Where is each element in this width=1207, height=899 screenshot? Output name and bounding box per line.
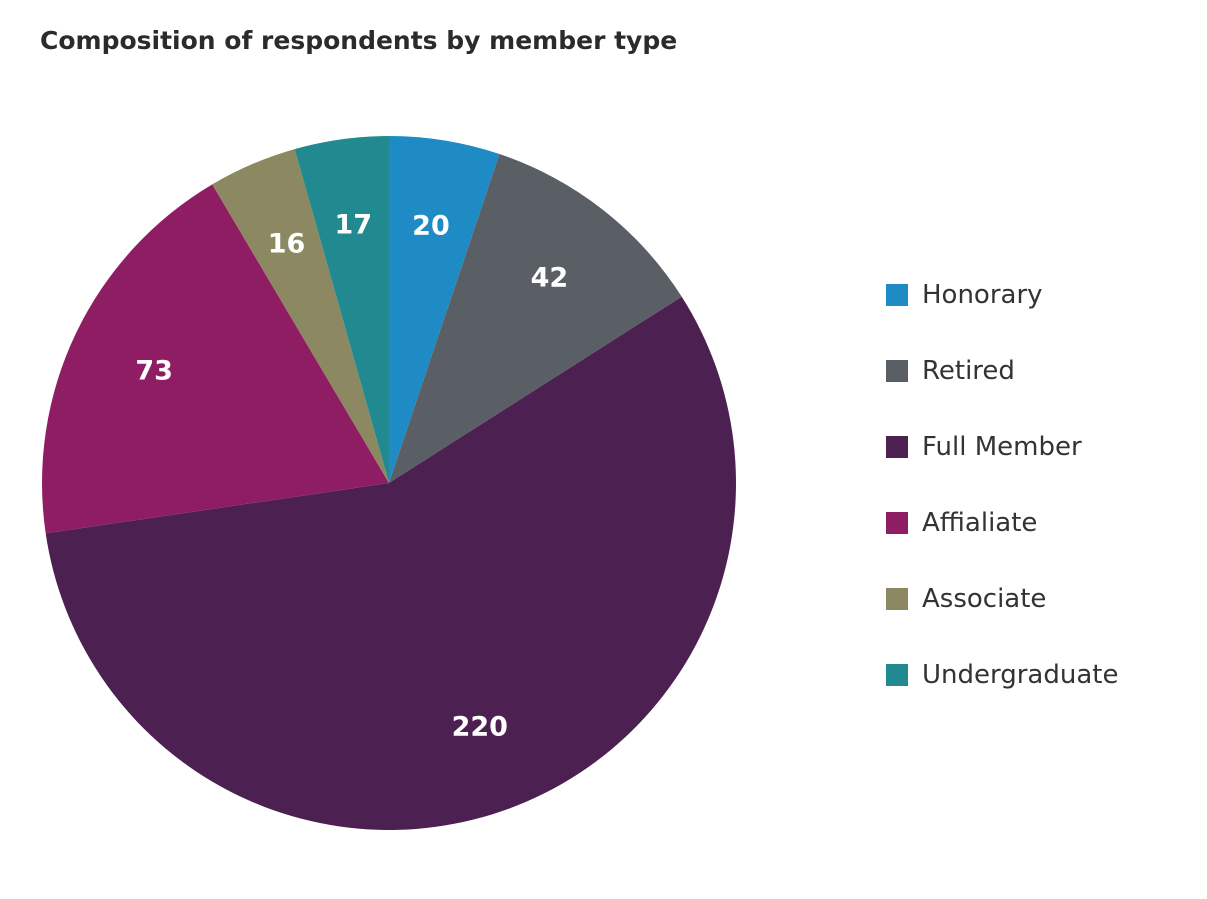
data-label-retired: 42 xyxy=(531,263,569,294)
data-label-undergraduate: 17 xyxy=(335,210,373,241)
legend-label: Affialiate xyxy=(922,508,1038,538)
legend-swatch xyxy=(886,588,908,610)
pie-slice-full-member xyxy=(45,296,737,831)
chart-title: Composition of respondents by member typ… xyxy=(40,26,678,55)
data-label-affialiate: 73 xyxy=(135,355,173,386)
pie-chart: 20 42 220 73 16 17 xyxy=(42,136,737,831)
legend-label: Full Member xyxy=(922,432,1082,462)
legend-label: Honorary xyxy=(922,280,1043,310)
legend-swatch xyxy=(886,436,908,458)
pie-slices xyxy=(42,136,737,831)
legend-item-affialiate: Affialiate xyxy=(886,503,1118,543)
legend-item-associate: Associate xyxy=(886,579,1118,619)
data-label-associate: 16 xyxy=(268,228,306,259)
legend-label: Undergraduate xyxy=(922,660,1119,690)
legend: Honorary Retired Full Member Affialiate Asso… xyxy=(886,275,1118,731)
pie-slice-retired xyxy=(389,154,682,483)
legend-swatch xyxy=(886,664,908,686)
pie-slice-associate xyxy=(212,149,389,483)
legend-label: Associate xyxy=(922,584,1047,614)
data-label-honorary: 20 xyxy=(412,211,450,242)
pie-data-labels: 20 42 220 73 16 17 xyxy=(135,210,568,743)
legend-item-honorary: Honorary xyxy=(886,275,1118,315)
pie-slice-undergraduate xyxy=(294,136,389,483)
pie-slice-affialiate xyxy=(42,184,389,534)
legend-item-undergraduate: Undergraduate xyxy=(886,655,1118,695)
legend-item-retired: Retired xyxy=(886,351,1118,391)
legend-swatch xyxy=(886,512,908,534)
data-label-full-member: 220 xyxy=(452,711,508,742)
pie-slice-honorary xyxy=(389,136,500,483)
legend-swatch xyxy=(886,360,908,382)
legend-item-full-member: Full Member xyxy=(886,427,1118,467)
legend-label: Retired xyxy=(922,356,1015,386)
legend-swatch xyxy=(886,284,908,306)
